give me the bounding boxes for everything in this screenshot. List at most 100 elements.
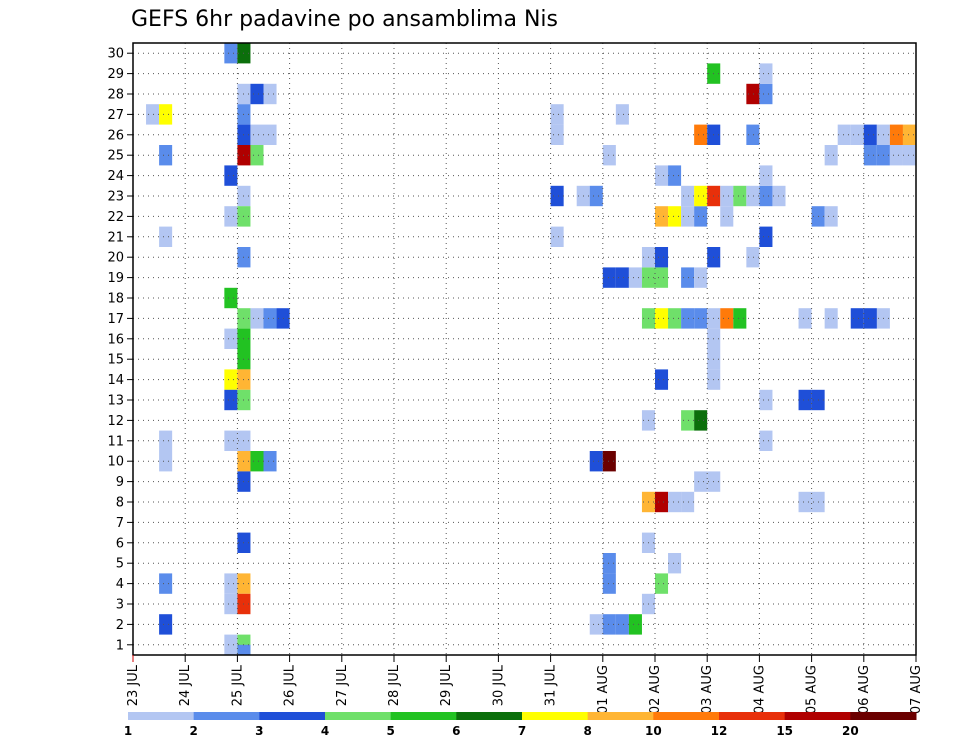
- y-tick-label: 29: [107, 67, 124, 82]
- x-tick-label: 01 AUG: [596, 665, 611, 714]
- y-tick-label: 22: [107, 210, 124, 225]
- x-tick-label: 26 JUL: [283, 664, 298, 706]
- precip-cell-45: [224, 593, 238, 615]
- precip-cell-104: [681, 308, 695, 329]
- y-tick-label: 11: [107, 434, 124, 449]
- precip-cell-26: [250, 308, 264, 329]
- precip-cell-16: [263, 124, 277, 145]
- precip-cell-73: [655, 206, 669, 227]
- precip-cell-96: [746, 247, 760, 268]
- x-axis: 23 JUL 24 JUL 25 JUL 26 JUL 27 JUL 28 JUL 29 J…: [126, 655, 924, 714]
- precip-cell-8: [224, 43, 238, 64]
- x-tick-label: 02 AUG: [648, 665, 663, 714]
- precip-cell-89: [746, 83, 760, 105]
- colorbar-swatch: [456, 712, 523, 720]
- precip-cell-80: [720, 185, 734, 207]
- colorbar-label: 7: [518, 724, 526, 738]
- precip-cell-90: [759, 83, 773, 105]
- precip-cell-139: [798, 389, 812, 411]
- colorbar-swatch: [784, 712, 851, 720]
- precip-cell-113: [759, 389, 773, 411]
- precip-cell-74: [668, 206, 682, 227]
- colorbar-label: 12: [711, 724, 728, 738]
- precip-cell-70: [602, 573, 616, 594]
- precip-cell-82: [746, 185, 760, 207]
- precip-cell-56: [615, 104, 629, 125]
- y-tick-label: 9: [116, 475, 124, 490]
- x-tick-label: 24 JUL: [178, 664, 193, 706]
- precip-cell-130: [850, 308, 864, 329]
- precip-cell-60: [628, 267, 642, 288]
- precip-cell-132: [863, 308, 877, 329]
- x-tick-label: 06 AUG: [857, 665, 872, 714]
- precip-cell-58: [602, 267, 616, 288]
- precipitation-cells: [146, 43, 916, 655]
- precip-cell-67: [615, 614, 629, 635]
- precip-cell-12: [263, 83, 277, 105]
- colorbar-swatch: [587, 712, 654, 720]
- colorbar-swatch: [850, 712, 917, 720]
- y-tick-label: 26: [107, 128, 124, 143]
- colorbar-swatch: [128, 712, 195, 720]
- precip-cell-148: [902, 124, 916, 145]
- y-tick-label: 3: [116, 598, 124, 613]
- plot-frame: [132, 42, 917, 656]
- precip-cell-52: [550, 185, 564, 207]
- precip-cell-7: [159, 614, 173, 635]
- colorbar-swatch: [259, 712, 326, 720]
- colorbar-label: 1: [124, 724, 132, 738]
- precip-cell-36: [224, 430, 238, 451]
- y-tick-label: 7: [116, 516, 124, 531]
- precip-cell-116: [681, 410, 695, 431]
- colorbar-swatch: [390, 712, 457, 720]
- x-tick-label: 05 AUG: [805, 665, 820, 714]
- colorbar-label: 3: [255, 724, 263, 738]
- precip-cell-63: [589, 451, 603, 472]
- y-tick-label: 10: [107, 455, 124, 470]
- precip-cell-43: [224, 573, 238, 594]
- precip-cell-1: [159, 104, 173, 125]
- precip-cell-143: [837, 124, 851, 145]
- colorbar-label: 2: [189, 724, 197, 738]
- colorbar-label: 5: [386, 724, 394, 738]
- y-tick-label: 1: [116, 638, 124, 653]
- y-tick-label: 23: [107, 190, 124, 205]
- precip-cell-99: [681, 267, 695, 288]
- precip-cell-29: [224, 328, 238, 349]
- x-tick-label: 30 JUL: [491, 664, 506, 706]
- y-tick-label: 20: [107, 251, 124, 266]
- y-tick-label: 14: [107, 373, 124, 388]
- precip-cell-86: [694, 124, 708, 145]
- x-tick-label: 23 JUL: [126, 664, 141, 706]
- precip-cell-18: [250, 145, 264, 166]
- precip-cell-109: [655, 369, 669, 390]
- precip-cell-71: [655, 165, 669, 186]
- y-tick-label: 8: [116, 496, 124, 511]
- precip-cell-83: [759, 185, 773, 207]
- precip-cell-66: [602, 614, 616, 635]
- precip-cell-81: [733, 185, 747, 207]
- precip-cell-75: [681, 206, 695, 227]
- precip-cell-51: [550, 124, 564, 145]
- precip-cell-39: [250, 451, 264, 472]
- y-tick-label: 15: [107, 353, 124, 368]
- precip-cell-85: [720, 206, 734, 227]
- y-tick-label: 12: [107, 414, 124, 429]
- precip-cell-152: [902, 145, 916, 166]
- precip-cell-57: [602, 145, 616, 166]
- precip-cell-91: [759, 63, 773, 84]
- y-tick-label: 30: [107, 47, 124, 62]
- precip-cell-78: [694, 185, 708, 207]
- x-tick-label: 03 AUG: [700, 665, 715, 714]
- precip-cell-107: [720, 308, 734, 329]
- precip-cell-145: [863, 124, 877, 145]
- colorbar-swatch: [193, 712, 260, 720]
- y-tick-label: 5: [116, 557, 124, 572]
- y-tick-label: 18: [107, 292, 124, 307]
- y-tick-label: 16: [107, 332, 124, 347]
- precip-cell-108: [733, 308, 747, 329]
- precip-cell-40: [263, 451, 277, 472]
- precip-cell-144: [850, 124, 864, 145]
- precip-cell-149: [863, 145, 877, 166]
